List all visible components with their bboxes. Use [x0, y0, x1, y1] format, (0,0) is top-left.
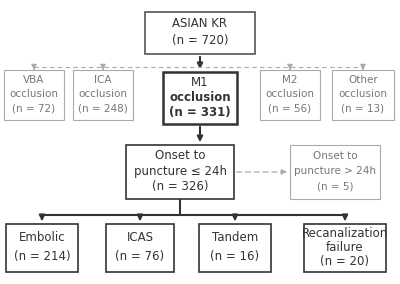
Bar — [290, 145, 380, 199]
Text: Onset to: Onset to — [313, 151, 357, 161]
Bar — [163, 72, 237, 124]
Text: M2: M2 — [282, 75, 298, 85]
Text: Other: Other — [348, 75, 378, 85]
Text: (n = 331): (n = 331) — [169, 106, 231, 119]
Text: VBA: VBA — [23, 75, 45, 85]
Bar — [260, 70, 320, 120]
Text: M1: M1 — [191, 76, 209, 89]
Bar — [145, 12, 255, 54]
Text: occlusion: occlusion — [10, 89, 58, 99]
Text: (n = 72): (n = 72) — [12, 104, 56, 114]
Text: ASIAN KR: ASIAN KR — [172, 17, 228, 30]
Text: (n = 20): (n = 20) — [320, 254, 370, 268]
Text: occlusion: occlusion — [78, 89, 128, 99]
Text: (n = 16): (n = 16) — [210, 250, 260, 263]
Text: Embolic: Embolic — [19, 231, 65, 244]
Text: (n = 56): (n = 56) — [268, 104, 312, 114]
Text: puncture ≤ 24h: puncture ≤ 24h — [134, 165, 226, 178]
Bar — [4, 70, 64, 120]
Bar — [73, 70, 133, 120]
Text: occlusion: occlusion — [338, 89, 388, 99]
Text: occlusion: occlusion — [169, 91, 231, 104]
Text: (n = 5): (n = 5) — [317, 182, 353, 192]
Text: Recanalization: Recanalization — [302, 227, 388, 240]
Bar — [126, 145, 234, 199]
Text: (n = 720): (n = 720) — [172, 34, 228, 47]
Text: (n = 248): (n = 248) — [78, 104, 128, 114]
Text: (n = 76): (n = 76) — [116, 250, 164, 263]
Bar — [199, 224, 271, 272]
Text: occlusion: occlusion — [266, 89, 314, 99]
Text: Tandem: Tandem — [212, 231, 258, 244]
Text: (n = 326): (n = 326) — [152, 180, 208, 193]
Text: ICA: ICA — [94, 75, 112, 85]
Text: ICAS: ICAS — [126, 231, 154, 244]
Bar — [106, 224, 174, 272]
Text: puncture > 24h: puncture > 24h — [294, 166, 376, 176]
Bar — [6, 224, 78, 272]
Text: (n = 214): (n = 214) — [14, 250, 70, 263]
Text: (n = 13): (n = 13) — [342, 104, 384, 114]
Bar — [332, 70, 394, 120]
Text: Onset to: Onset to — [155, 149, 205, 162]
Bar — [304, 224, 386, 272]
Text: failure: failure — [326, 241, 364, 254]
